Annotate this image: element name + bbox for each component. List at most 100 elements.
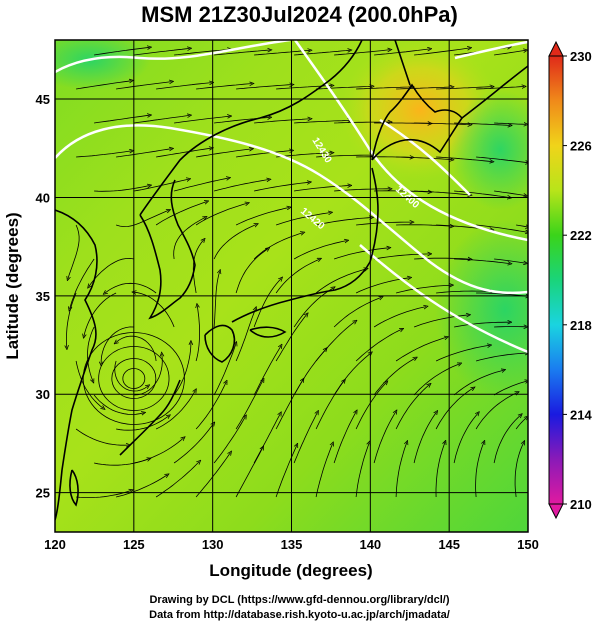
streamline-49 [294, 186, 350, 192]
streamline-6 [334, 50, 390, 56]
y-tick-label: 30 [36, 387, 50, 402]
streamline-32 [494, 123, 526, 124]
height-contour-5 [359, 244, 528, 354]
streamline-87 [436, 291, 492, 293]
streamline-11 [76, 81, 131, 90]
colorbar: 210 214 218 222 226 230 [548, 40, 592, 520]
streamline-41 [396, 156, 452, 160]
y-tick-label: 25 [36, 486, 50, 501]
streamline-15 [236, 85, 292, 90]
streamline-130 [395, 385, 429, 430]
y-tick-label: 45 [36, 92, 50, 107]
streamline-127 [275, 380, 303, 430]
streamline-61 [316, 218, 372, 226]
streamline-111 [93, 394, 144, 414]
streamline-114 [213, 344, 236, 396]
streamline-100 [75, 360, 103, 408]
streamline-30 [414, 123, 470, 125]
colorbar-tick-label: 222 [570, 228, 592, 243]
streamline-140 [333, 412, 356, 464]
streamline-86 [396, 285, 451, 294]
streamline-152 [355, 443, 369, 498]
streamline-120 [453, 370, 504, 396]
streamline-146 [116, 475, 167, 498]
colorbar-upper-triangle [548, 40, 564, 57]
x-tick-label: 150 [517, 537, 539, 552]
streamline-115 [253, 346, 281, 396]
y-tick-label: 40 [36, 190, 50, 205]
streamline-34 [116, 149, 171, 158]
colorbar-ticks: 210 214 218 222 226 230 [563, 49, 592, 512]
coast-shikoku [249, 326, 287, 338]
coast-kyushu [204, 324, 236, 363]
streamline-10 [494, 50, 526, 56]
streamline-13 [156, 83, 212, 90]
streamline-26 [254, 119, 310, 124]
streamline-24 [174, 116, 230, 124]
streamline-151 [315, 444, 333, 498]
streamline-48 [254, 182, 309, 192]
colorbar-lower-triangle [548, 503, 564, 520]
streamline-0 [94, 47, 150, 56]
streamline-70 [213, 224, 256, 260]
streamline-104 [235, 309, 256, 362]
streamline-133 [515, 417, 527, 430]
streamline-23 [134, 115, 190, 124]
streamline-79 [84, 292, 117, 336]
streamline-83 [275, 259, 320, 294]
streamline-132 [475, 393, 517, 430]
streamline-147 [155, 462, 199, 498]
streamline-1 [134, 48, 190, 56]
coastlines [55, 40, 528, 521]
height-contour-6 [454, 40, 528, 60]
streamline-82 [235, 249, 268, 294]
height-contour-1 [55, 40, 291, 74]
streamline-109 [435, 345, 490, 362]
streamline-143 [453, 413, 478, 464]
streamline-153 [395, 442, 407, 498]
streamline-78 [66, 292, 77, 348]
colorbar-tick-label: 210 [570, 497, 592, 512]
streamline-95 [333, 297, 381, 328]
streamline-3 [214, 50, 270, 56]
credit-drawing: Drawing by DCL (https://www.gfd-dennou.o… [149, 594, 450, 606]
streamline-47 [214, 180, 269, 192]
plot-frame [54, 39, 529, 533]
streamline-37 [236, 151, 292, 158]
streamline-66 [516, 225, 528, 227]
streamline-59 [235, 208, 289, 226]
x-tick-label: 135 [281, 537, 303, 552]
streamline-19 [396, 87, 452, 90]
streamline-124 [155, 390, 195, 430]
streamline-89 [87, 326, 95, 381]
lat-lon-grid [54, 40, 529, 532]
coast-korea [139, 179, 196, 320]
height-contour-2 [55, 124, 528, 295]
height-contour-4 [379, 118, 471, 196]
x-tick-label: 140 [359, 537, 381, 552]
colorbar-tick-label: 218 [570, 318, 592, 333]
streamline-14 [196, 84, 252, 90]
colorbar-tick-label: 226 [570, 139, 592, 154]
streamline-52 [414, 190, 470, 195]
streamline-131 [435, 388, 473, 430]
streamline-46 [174, 178, 229, 192]
streamline-92 [213, 271, 220, 328]
streamline-31 [454, 122, 510, 125]
streamline-17 [316, 86, 372, 90]
y-axis-label: Latitude (degrees) [3, 212, 22, 359]
streamline-112 [134, 354, 162, 396]
x-axis-label: Longitude (degrees) [209, 561, 372, 580]
streamline-73 [333, 248, 389, 260]
streamline-44 [94, 186, 150, 192]
streamline-43 [476, 156, 528, 163]
streamline-137 [213, 417, 245, 464]
streamline-20 [436, 87, 492, 90]
streamline-121 [493, 381, 527, 396]
streamline-75 [414, 258, 470, 259]
streamline-71 [253, 233, 303, 260]
x-tick-label: 125 [123, 537, 145, 552]
coast-kuril [461, 65, 528, 119]
map-title: MSM 21Z30Jul2024 (200.0hPa) [141, 2, 458, 27]
streamline-138 [253, 414, 280, 464]
